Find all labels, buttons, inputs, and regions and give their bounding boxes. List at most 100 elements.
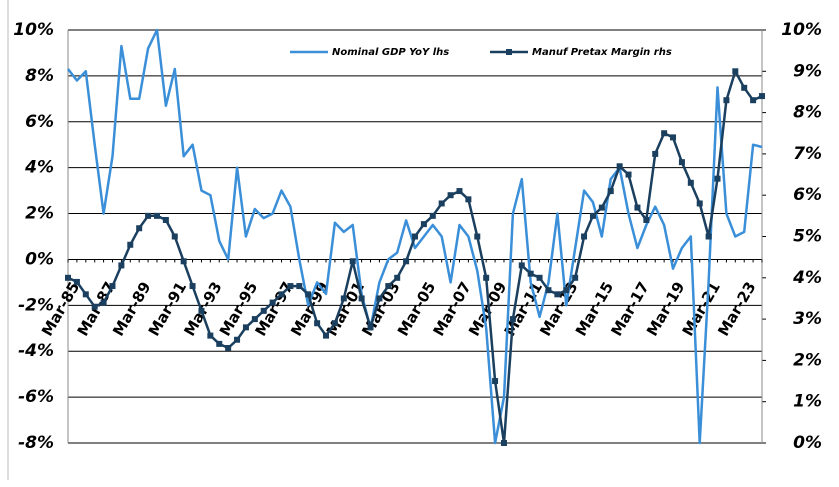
legend-label: Nominal GDP YoY lhs xyxy=(332,47,449,58)
series-marker xyxy=(73,278,80,285)
series-marker xyxy=(100,299,107,306)
legend-marker xyxy=(506,49,512,55)
series-marker xyxy=(741,84,748,91)
series-marker xyxy=(198,307,205,314)
series-marker xyxy=(518,262,525,269)
series-marker xyxy=(438,200,445,207)
series-marker xyxy=(109,283,116,290)
y-tick-label: 6% xyxy=(25,112,54,132)
series-marker xyxy=(607,188,614,195)
series-marker xyxy=(678,159,685,166)
series-marker xyxy=(687,179,694,186)
y-tick-label: -6% xyxy=(18,387,54,407)
series-marker xyxy=(251,316,258,323)
series-marker xyxy=(589,212,596,219)
y2-tick-label: 6% xyxy=(793,185,822,205)
series-marker xyxy=(652,150,659,157)
series-marker xyxy=(216,340,223,347)
series-marker xyxy=(429,212,436,219)
series-marker xyxy=(456,188,463,195)
y-tick-label: 0% xyxy=(25,249,54,269)
series-marker xyxy=(527,270,534,277)
series-marker xyxy=(358,295,365,302)
series-marker xyxy=(65,274,71,281)
series-marker xyxy=(598,204,605,211)
series-marker xyxy=(171,233,178,240)
series-marker xyxy=(305,291,312,298)
series-marker xyxy=(723,97,730,104)
series-marker xyxy=(554,291,561,298)
series-marker xyxy=(563,287,570,294)
series-marker xyxy=(661,130,668,137)
series-marker xyxy=(732,68,739,75)
series-marker xyxy=(314,320,321,327)
series-marker xyxy=(420,221,427,228)
y2-tick-label: 2% xyxy=(793,350,822,370)
series-marker xyxy=(278,291,285,298)
series-marker xyxy=(287,283,294,290)
series-marker xyxy=(207,332,214,339)
y2-tick-label: 9% xyxy=(793,61,822,81)
series-marker xyxy=(234,336,241,343)
y2-tick-label: 4% xyxy=(792,268,822,288)
series-marker xyxy=(349,258,356,265)
series-marker xyxy=(509,316,516,323)
series-marker xyxy=(323,332,330,339)
series-marker xyxy=(260,307,267,314)
y2-tick-label: 7% xyxy=(793,144,822,164)
series-marker xyxy=(82,291,89,298)
series-marker xyxy=(269,299,276,306)
series-marker xyxy=(696,200,703,207)
y2-tick-label: 5% xyxy=(793,227,822,247)
series-marker xyxy=(483,274,490,281)
y2-tick-label: 0% xyxy=(793,433,822,453)
y-tick-label: 10% xyxy=(13,20,54,40)
series-marker xyxy=(714,175,721,182)
series-marker xyxy=(705,233,712,240)
series-marker xyxy=(492,378,499,385)
series-marker xyxy=(670,134,677,141)
series-marker xyxy=(118,262,125,269)
series-marker xyxy=(394,274,401,281)
series-marker xyxy=(340,295,347,302)
series-marker xyxy=(91,303,98,310)
series-marker xyxy=(474,233,481,240)
y-tick-label: 8% xyxy=(25,66,54,86)
series-marker xyxy=(616,163,623,170)
series-marker xyxy=(136,225,143,232)
legend-label: Manuf Pretax Margin rhs xyxy=(532,47,672,58)
series-marker xyxy=(572,274,579,281)
y2-tick-label: 8% xyxy=(793,103,822,123)
series-marker xyxy=(385,283,392,290)
series-marker xyxy=(759,93,765,100)
series-marker xyxy=(225,345,232,352)
series-marker xyxy=(153,212,160,219)
series-marker xyxy=(162,216,169,223)
series-marker xyxy=(500,440,507,446)
y-tick-label: -4% xyxy=(18,341,54,361)
series-marker xyxy=(625,171,632,178)
y2-tick-label: 3% xyxy=(793,309,822,329)
series-marker xyxy=(331,320,338,327)
series-marker xyxy=(465,196,472,203)
series-marker xyxy=(376,295,383,302)
series-marker xyxy=(127,241,134,248)
y2-tick-label: 10% xyxy=(781,20,822,40)
y-tick-label: 2% xyxy=(25,204,54,224)
y2-tick-label: 1% xyxy=(793,392,822,412)
series-marker xyxy=(581,233,588,240)
series-marker xyxy=(367,324,374,331)
series-marker xyxy=(189,283,196,290)
series-marker xyxy=(242,324,249,331)
series-marker xyxy=(536,274,543,281)
series-marker xyxy=(447,192,454,199)
y-tick-label: -8% xyxy=(18,433,54,453)
series-marker xyxy=(403,258,410,265)
series-line xyxy=(67,28,763,445)
series-marker xyxy=(750,97,757,104)
series-line xyxy=(67,70,763,445)
series-marker xyxy=(634,204,641,211)
series-marker xyxy=(545,287,552,294)
series-marker xyxy=(296,283,303,290)
series-marker xyxy=(412,233,418,240)
